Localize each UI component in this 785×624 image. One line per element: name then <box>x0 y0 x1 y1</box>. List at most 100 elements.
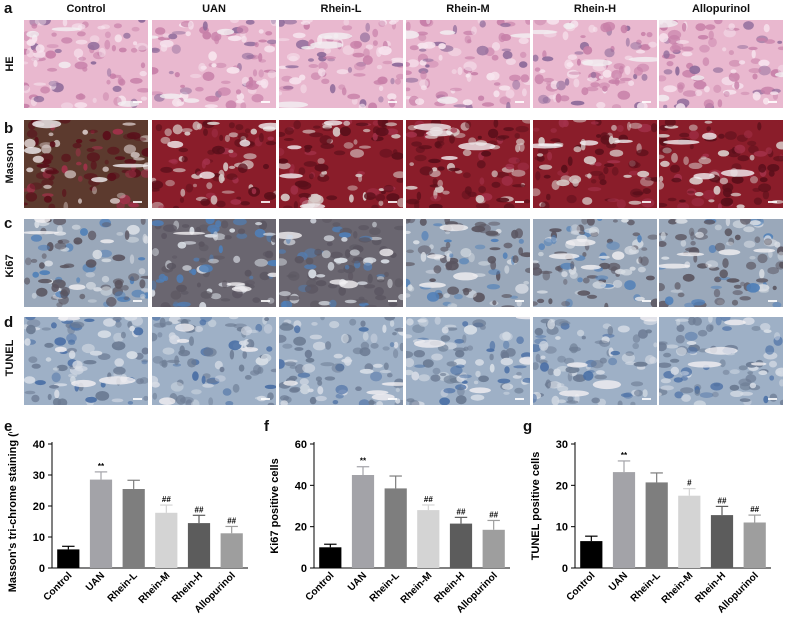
scale-bar <box>261 300 270 302</box>
bar-rhein-m <box>155 512 178 568</box>
row-label-tunel: TUNEL <box>4 339 16 377</box>
bar-rhein-h <box>449 523 473 568</box>
bar-chart-masson: Masson's tri-chrome staining (%) 0 10 20 30 4… <box>7 432 248 615</box>
micrograph-he-control <box>24 20 148 108</box>
bar-chart-ki67: Ki67 positive cells0204060Control**UANRh… <box>269 439 510 615</box>
significance-label: ** <box>98 462 105 471</box>
y-tick-label: 20 <box>295 522 307 534</box>
bar-rhein-l <box>645 482 668 568</box>
micrograph-ki67-uan <box>152 219 276 307</box>
scale-bar <box>768 201 777 203</box>
bar-uan <box>612 472 636 568</box>
scale-bar <box>515 300 524 302</box>
row-label-ki67: Ki67 <box>4 254 16 278</box>
bar-control <box>57 549 80 568</box>
bar-control <box>580 541 603 568</box>
y-axis-label: Masson's tri-chrome staining (%) <box>7 432 19 592</box>
significance-label: ## <box>162 495 171 504</box>
micrograph-masson-allopurinol <box>659 120 783 208</box>
bar-rhein-m <box>417 510 440 568</box>
row-label-he: HE <box>4 56 16 72</box>
y-tick-label: 0 <box>39 563 45 575</box>
micrograph-he-rhein-h <box>533 20 657 108</box>
scale-bar <box>388 101 397 103</box>
y-tick-label: 10 <box>33 532 45 544</box>
y-tick-label: 60 <box>295 439 307 451</box>
scale-bar <box>642 201 651 203</box>
scale-bar <box>642 398 651 400</box>
micrograph-tunel-allopurinol <box>659 317 783 405</box>
x-tick-label-rhein-m: Rhein-M <box>399 570 435 606</box>
y-axis-label: TUNEL positive cells <box>530 452 542 561</box>
scale-bar <box>388 201 397 203</box>
scale-bar <box>261 101 270 103</box>
panel-letter-d: d <box>4 314 14 331</box>
significance-label: ## <box>750 505 759 514</box>
column-header-uan: UAN <box>202 3 226 15</box>
bar-allopurinol <box>220 533 243 568</box>
y-tick-label: 20 <box>556 480 568 492</box>
bar-uan <box>89 479 113 568</box>
scale-bar <box>388 398 397 400</box>
micrograph-ki67-allopurinol <box>659 219 783 307</box>
scale-bar <box>768 398 777 400</box>
bar-allopurinol <box>482 529 505 568</box>
micrograph-masson-uan <box>152 120 276 208</box>
x-tick-label-uan: UAN <box>607 570 630 593</box>
micrograph-tunel-rhein-l <box>279 317 403 405</box>
panel-letter-a: a <box>4 0 13 17</box>
y-tick-label: 20 <box>33 501 45 513</box>
bar-uan <box>351 475 375 568</box>
y-tick-label: 40 <box>295 480 307 492</box>
micrograph-he-allopurinol <box>659 20 783 108</box>
significance-label: ## <box>718 496 727 505</box>
scale-bar <box>133 300 142 302</box>
y-tick-label: 0 <box>301 563 307 575</box>
panel-letter-f: f <box>264 418 269 435</box>
scale-bar <box>768 101 777 103</box>
scale-bar <box>768 300 777 302</box>
x-tick-label-control: Control <box>304 570 337 603</box>
significance-label: ** <box>621 451 628 460</box>
micrograph-ki67-rhein-l <box>279 219 403 307</box>
significance-label: # <box>687 479 692 488</box>
micrograph-masson-rhein-l <box>279 120 403 208</box>
x-tick-label-control: Control <box>565 570 598 603</box>
significance-label: ## <box>195 505 204 514</box>
micrograph-tunel-rhein-m <box>406 317 530 405</box>
y-tick-label: 30 <box>556 439 568 451</box>
significance-label: ## <box>424 495 433 504</box>
bar-chart-tunel: TUNEL positive cells0102030Control**UANR… <box>530 439 771 615</box>
micrograph-tunel-uan <box>152 317 276 405</box>
panel-letter-c: c <box>4 215 13 232</box>
significance-label: ## <box>227 516 236 525</box>
micrograph-tunel-rhein-h <box>533 317 657 405</box>
x-tick-label-rhein-l: Rhein-L <box>106 570 140 604</box>
scale-bar <box>515 201 524 203</box>
scale-bar <box>515 101 524 103</box>
column-header-rhein-h: Rhein-H <box>573 3 617 15</box>
scale-bar <box>261 201 270 203</box>
scale-bar <box>642 300 651 302</box>
scale-bar <box>261 398 270 400</box>
x-tick-label-control: Control <box>42 570 75 603</box>
panel-letter-g: g <box>523 418 533 435</box>
column-header-allopurinol: Allopurinol <box>691 3 751 15</box>
micrograph-he-rhein-m <box>406 20 530 108</box>
scale-bar <box>515 398 524 400</box>
x-tick-label-uan: UAN <box>84 570 107 593</box>
y-tick-label: 30 <box>33 470 45 482</box>
bar-rhein-m <box>678 495 701 568</box>
column-header-control: Control <box>66 3 106 15</box>
micrograph-tunel-control <box>24 317 148 405</box>
scale-bar <box>642 101 651 103</box>
x-tick-label-rhein-m: Rhein-M <box>660 570 696 606</box>
micrograph-masson-rhein-m <box>406 120 530 208</box>
panel-letter-b: b <box>4 120 14 137</box>
y-tick-label: 40 <box>33 439 45 451</box>
micrograph-masson-control <box>24 120 148 208</box>
significance-label: ** <box>360 457 367 466</box>
y-tick-label: 0 <box>562 563 568 575</box>
column-header-rhein-m: Rhein-M <box>446 3 490 15</box>
micrograph-ki67-control <box>24 219 148 307</box>
